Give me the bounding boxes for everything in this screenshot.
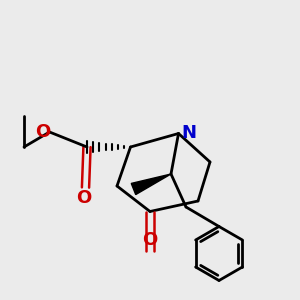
Text: O: O [76, 189, 92, 207]
Text: O: O [35, 123, 50, 141]
Polygon shape [131, 174, 171, 195]
Text: N: N [181, 124, 196, 142]
Text: O: O [142, 231, 158, 249]
